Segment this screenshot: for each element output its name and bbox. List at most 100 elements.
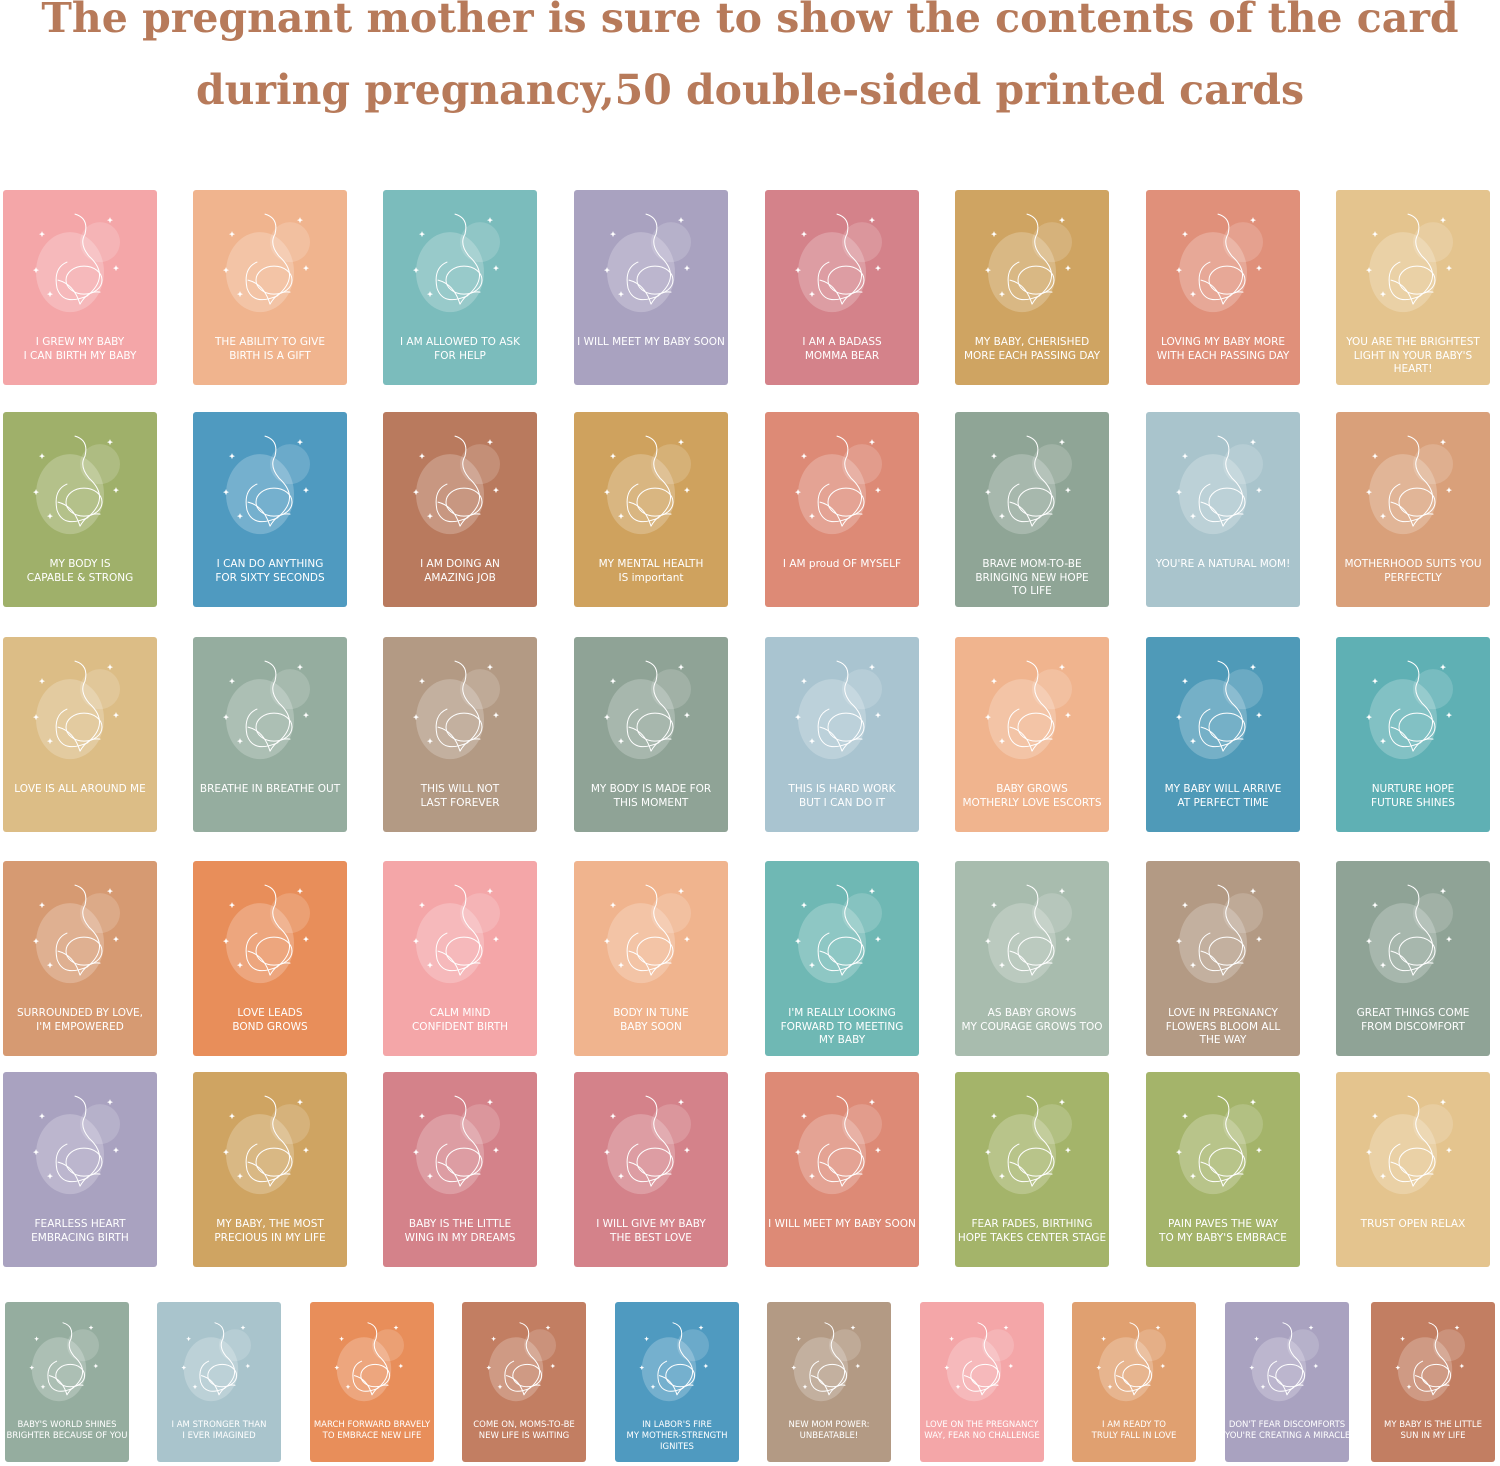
line-art-stroke [1414,1375,1450,1396]
line-art-stroke [57,279,101,305]
line-art [626,884,674,976]
blob [36,1114,104,1195]
sparkle [610,1113,616,1120]
card-text-line: BREATHE IN BREATHE OUT [199,783,341,795]
sparkle [985,1149,991,1156]
card: BODY IN TUNE BABY SOON [574,861,728,1056]
card: NURTURE HOPE FUTURE SHINES [1336,637,1490,832]
sparkle [850,1325,856,1330]
sparkle [949,1336,954,1342]
line-art-stroke [352,1322,389,1392]
sparkle [34,1336,39,1342]
card-text: AS BABY GROWS MY COURAGE GROWS TOO [955,1007,1109,1034]
card-text: MY BABY WILL ARRIVE AT PERFECT TIME [1146,783,1300,810]
card: I WILL MEET MY BABY SOON [574,190,728,385]
sparkle [604,714,610,721]
blob [524,1329,556,1362]
sparkle [1065,265,1071,272]
blob [798,679,866,760]
card: I AM ALLOWED TO ASK FOR HELP [383,190,537,385]
sparkle [297,439,303,446]
card: BRAVE MOM-TO-BE BRINGING NEW HOPE TO LIFE [955,412,1109,607]
sparkle [88,1325,94,1330]
line-art-stroke [628,950,672,976]
sparkle [33,489,39,496]
sparkle [610,902,616,909]
sparkle [427,1173,433,1180]
line-art-stroke [255,712,293,742]
card: PAIN PAVES THE WAY TO MY BABY'S EMBRACE [1146,1072,1300,1267]
line-art-stroke [809,1322,846,1392]
sparkle [107,217,113,224]
line-art-stroke [1017,1147,1055,1177]
card-text: MARCH FORWARD BRAVELY TO EMBRACE NEW LIFE [310,1420,434,1442]
line-art-stroke [817,213,862,301]
sparkle [1308,1325,1314,1330]
card-text-line: NEW LIFE IS WAITING [478,1431,570,1442]
card-text-line: I AM DOING AN [420,558,500,570]
sparkle [999,291,1005,298]
sparkle [1059,664,1065,671]
card-text: MY BABY, CHERISHED MORE EACH PASSING DAY [955,336,1109,363]
line-art-stroke [1007,1095,1052,1183]
line-art-stroke [200,1375,236,1396]
card-text-line: PAIN PAVES THE WAY [1168,1218,1278,1230]
blob [1179,454,1247,535]
card-text: BREATHE IN BREATHE OUT [193,783,347,797]
card: BABY IS THE LITTLE WING IN MY DREAMS [383,1072,537,1267]
line-art-stroke [827,487,865,517]
sparkle [550,1363,556,1369]
blob [1413,1104,1453,1145]
line-art-stroke [1017,936,1055,966]
sparkle [1440,1099,1446,1106]
card-illustration [223,435,310,535]
line-art-stroke [1275,1363,1306,1388]
line-art-stroke [65,936,103,966]
sparkle [1454,1325,1460,1330]
line-art-stroke [57,950,101,976]
line-art-stroke [245,435,290,523]
line-art-stroke [55,1363,86,1388]
line-art-stroke [1017,712,1055,742]
card-text-line: EMBRACING BIRTH [31,1231,129,1244]
card-illustration [181,1322,251,1402]
line-art-stroke [1200,501,1244,527]
card-text-line: THE ABILITY TO GIVE [215,336,325,348]
card-text-line: MY MOTHER-STRENGTH [626,1431,728,1442]
sparkle [303,487,309,494]
sparkle [186,1336,191,1342]
card-illustration [1366,660,1453,760]
card-text: MY BODY IS CAPABLE & STRONG [3,558,157,585]
sparkle [1440,664,1446,671]
card-text: I AM proud OF MYSELF [765,558,919,572]
card-text-line: THE BEST LOVE [610,1231,692,1244]
sparkle [684,1147,690,1154]
card-text: MY BABY, THE MOST PRECIOUS IN MY LIFE [193,1218,347,1245]
sparkle [795,714,801,721]
sparkle [39,453,45,460]
sparkle [47,513,53,520]
card-illustration [33,660,120,760]
line-art-stroke [1009,1161,1053,1187]
sparkle [1372,902,1378,909]
line-art-stroke [819,501,863,527]
blob [798,454,866,535]
sparkle [107,439,113,446]
sparkle [1250,439,1256,446]
blob [80,444,120,485]
line-art [435,660,483,752]
sparkle [297,1099,303,1106]
sparkle [1003,1325,1009,1330]
card-text-line: MY BABY IS THE LITTLE [1384,1420,1482,1430]
card: BABY'S WORLD SHINES BRIGHTER BECAUSE OF Y… [5,1302,129,1462]
line-art-stroke [55,435,100,523]
card-text: I WILL GIVE MY BABY THE BEST LOVE [574,1218,728,1245]
blob [651,444,691,485]
title-line: during pregnancy,50 double-sided printed… [195,66,1305,114]
card-text-line: YOU'RE CREATING A MIRACLE [1225,1431,1349,1442]
title-line: The pregnant mother is sure to show the … [41,0,1459,42]
sparkle [107,664,113,671]
line-art-stroke [445,265,483,295]
sparkle [427,738,433,745]
